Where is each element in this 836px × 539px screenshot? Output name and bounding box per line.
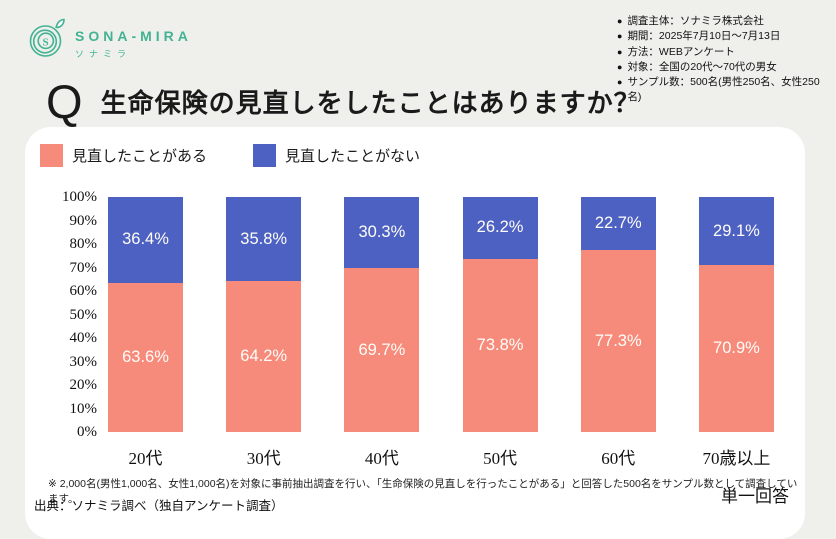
source-credit: 出典：ソナミラ調べ（独自アンケート調査） [34, 499, 284, 513]
bullet-icon: ● [617, 46, 623, 57]
survey-meta-item: ● 方法：WEBアンケート [617, 45, 827, 60]
answer-type-label: 単一回答 [721, 487, 789, 506]
y-tick-label: 0% [77, 424, 97, 440]
brand-text: SONA-MIRA ソナミラ [75, 16, 192, 60]
value-label: 73.8% [476, 335, 524, 354]
value-label: 26.2% [476, 218, 524, 237]
page-title: 生命保険の見直しをしたことはありますか？ [100, 88, 641, 118]
survey-meta-item: ● サンプル数：500名(男性250名、女性250名) [617, 75, 827, 105]
bar-6: 29.1% 70.9% 70歳以上 [698, 197, 774, 468]
bullet-icon: ● [617, 16, 623, 26]
legend-swatch-yes [40, 144, 63, 167]
category-label: 40代 [364, 449, 399, 468]
legend-label: 見直したことがある [72, 148, 208, 165]
value-label: 70.9% [713, 339, 760, 358]
bullet-icon: ● [617, 61, 623, 72]
survey-meta-text: 調査主体：ソナミラ株式会社 [627, 15, 764, 27]
legend-item-no: 見直したことがない [253, 144, 420, 167]
survey-meta-list: ● 調査主体：ソナミラ株式会社 ● 期間：2025年7月10日～7月13日 ● 方法：… [617, 14, 827, 105]
bar-segment-not-reviewed: 35.8% [226, 197, 302, 282]
chart-card: 見直したことがある 見直したことがない 100% 90% 80% 70% 60% 50% 4… [25, 127, 805, 539]
legend-label: 見直したことがない [285, 148, 421, 165]
value-label: 77.3% [594, 331, 642, 350]
survey-meta-text: サンプル数：500名(男性250名、女性250名) [627, 76, 820, 104]
bar-3: 30.3% 69.7% 40代 [344, 197, 420, 468]
chart-legend: 見直したことがある 見直したことがない [40, 144, 420, 167]
bar-segment-reviewed: 64.2% [226, 281, 302, 432]
survey-meta-text: 期間：2025年7月10日～7月13日 [627, 30, 781, 43]
y-tick-label: 100% [62, 189, 97, 205]
brand-logo: S SONA-MIRA ソナミラ [28, 16, 192, 60]
category-label: 30代 [246, 449, 281, 468]
survey-meta-text: 方法：WEBアンケート [627, 45, 735, 58]
y-tick-label: 70% [69, 259, 98, 276]
survey-meta-item: ● 調査主体：ソナミラ株式会社 [617, 14, 827, 29]
question-mark: Q [46, 75, 83, 128]
y-tick-label: 40% [69, 330, 98, 346]
bar-segment-reviewed: 63.6% [108, 282, 183, 432]
survey-meta-item: ● 期間：2025年7月10日～7月13日 [617, 29, 827, 44]
value-label: 22.7% [594, 214, 642, 233]
brand-name: SONA-MIRA [75, 28, 192, 44]
question-header: Q 生命保険の見直しをしたことはありますか？ [46, 78, 641, 125]
value-label: 30.3% [358, 223, 406, 242]
y-tick-label: 50% [69, 306, 98, 323]
bar-segment-reviewed: 73.8% [462, 258, 538, 432]
bar-1: 36.4% 63.6% 20代 [108, 197, 183, 468]
bar-4: 26.2% 73.8% 50代 [462, 197, 538, 468]
bar-segment-reviewed: 69.7% [344, 268, 420, 432]
bar-segment-not-reviewed: 22.7% [580, 197, 656, 251]
bar-segment-not-reviewed: 36.4% [108, 197, 183, 283]
bar-segment-reviewed: 70.9% [698, 265, 774, 432]
y-tick-label: 60% [69, 283, 98, 299]
sona-mira-logo-icon: S [29, 18, 65, 57]
bar-2: 35.8% 64.2% 30代 [226, 197, 302, 468]
y-tick-label: 30% [69, 353, 98, 370]
bar-segment-not-reviewed: 30.3% [344, 197, 420, 269]
survey-meta-item: ● 対象：全国の20代～70代の男女 [617, 60, 827, 75]
category-label: 20代 [128, 449, 163, 468]
svg-text:S: S [42, 37, 48, 49]
category-label: 70歳以上 [702, 449, 771, 468]
survey-meta-text: 対象：全国の20代～70代の男女 [627, 60, 777, 73]
bullet-icon: ● [617, 31, 623, 42]
bar-segment-not-reviewed: 29.1% [698, 197, 774, 266]
y-axis-ticks: 100% 90% 80% 70% 60% 50% 40% 30% 20% 10% 0% [25, 188, 97, 441]
bar-segment-reviewed: 77.3% [580, 250, 656, 432]
y-tick-label: 90% [69, 212, 98, 229]
value-label: 64.2% [240, 347, 288, 366]
value-label: 36.4% [122, 230, 169, 249]
value-label: 35.8% [240, 229, 288, 248]
value-label: 63.6% [122, 347, 169, 366]
footnote: ※ 2,000名(男性1,000名、女性1,000名)を対象に事前抽出調査を行い… [48, 478, 798, 505]
category-label: 60代 [601, 449, 636, 468]
y-tick-label: 80% [69, 236, 98, 252]
bar-segment-not-reviewed: 26.2% [462, 197, 538, 259]
y-tick-label: 20% [69, 377, 98, 393]
brand-name-ja: ソナミラ [75, 49, 132, 59]
bullet-icon: ● [617, 77, 623, 88]
legend-swatch-no [253, 144, 277, 167]
value-label: 29.1% [713, 221, 760, 240]
y-tick-label: 10% [69, 400, 98, 417]
legend-item-yes: 見直したことがある [40, 144, 207, 167]
bar-area: 36.4% 63.6% 20代 35.8% 64.2% 30代 30.3% 69.7% 40代 2… [108, 197, 774, 468]
bar-5: 22.7% 77.3% 60代 [580, 197, 656, 468]
value-label: 69.7% [358, 340, 406, 359]
category-label: 50代 [483, 449, 518, 468]
